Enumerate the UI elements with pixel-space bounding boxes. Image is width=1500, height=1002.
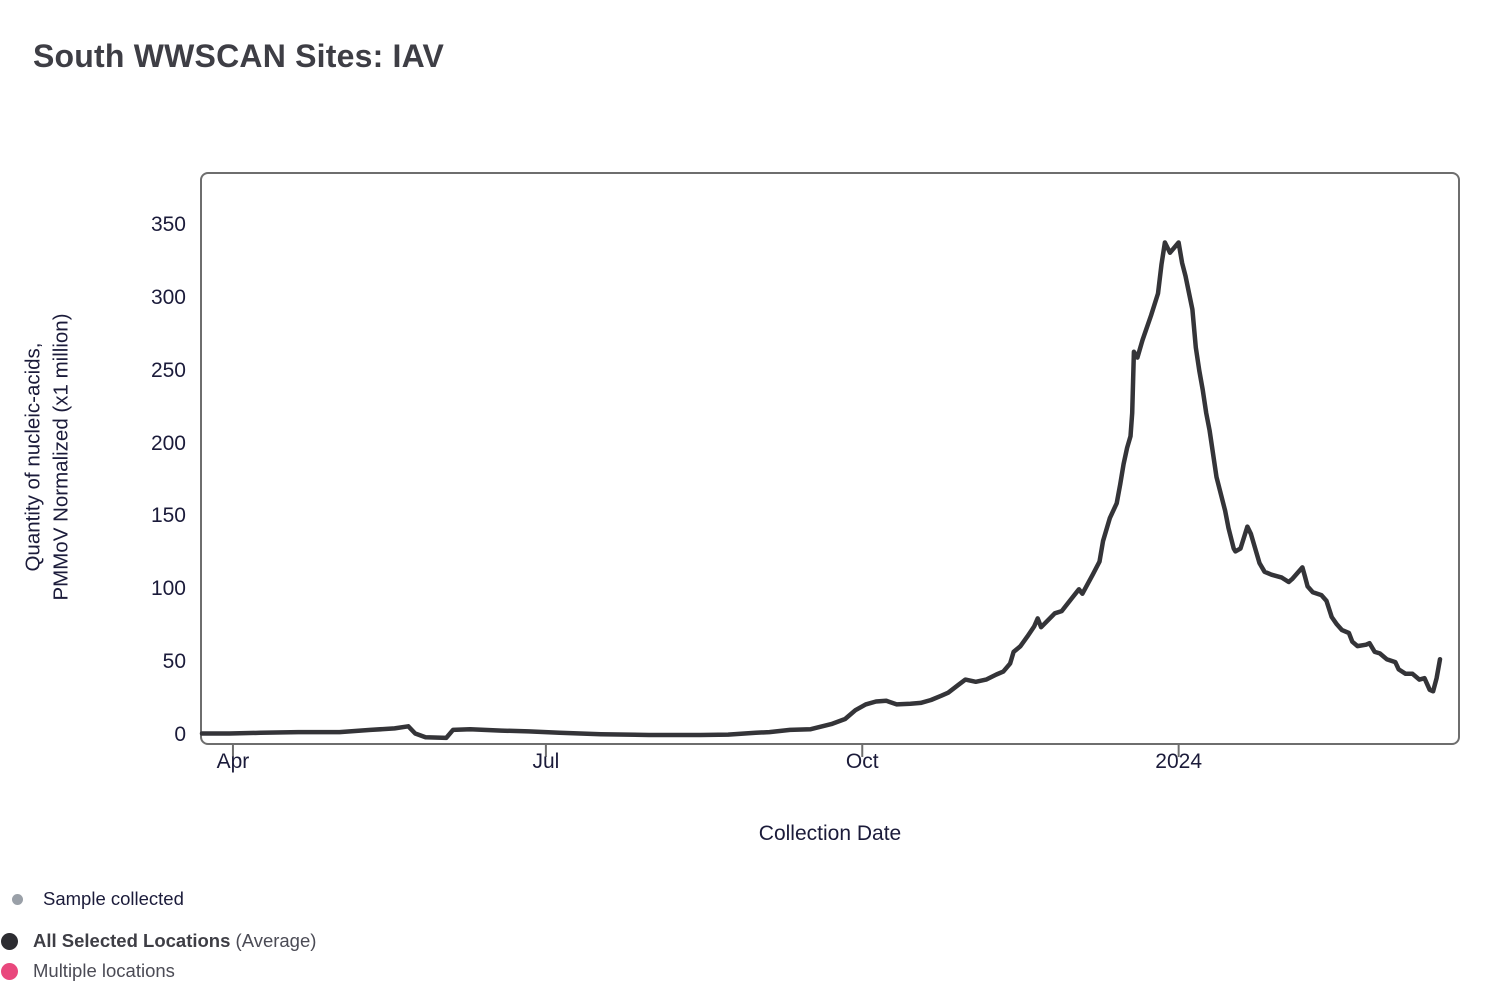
y-tick-label: 150: [150, 504, 186, 528]
x-tick-label: Apr: [216, 750, 250, 773]
sample-collected-dot-icon: [12, 893, 23, 905]
multiple-locations-dot-icon: [1, 962, 18, 980]
y-tick-label: 300: [150, 285, 186, 309]
legend-label-all-selected-name: All Selected Locations: [33, 930, 231, 951]
legend-label-multiple-locations: Multiple locations: [33, 960, 175, 981]
x-tick-label: Oct: [845, 750, 879, 773]
plot-area[interactable]: [200, 172, 1460, 745]
y-axis-title: Quantity of nucleic-acids, PMMoV Normali…: [19, 197, 74, 717]
legend-item-sample-collected: Sample collected: [12, 888, 184, 910]
y-tick-label: 250: [150, 358, 186, 382]
y-tick-label: 200: [150, 431, 186, 455]
x-tick-label: 2024: [1155, 750, 1202, 773]
y-tick-label: 50: [162, 650, 186, 674]
y-tick-label: 100: [150, 577, 186, 601]
legend-label-sample-collected: Sample collected: [43, 888, 184, 909]
legend-label-average-suffix: (Average): [235, 930, 317, 951]
x-tick-label: Jul: [532, 750, 560, 773]
x-axis-title: Collection Date: [758, 822, 902, 845]
y-axis-title-line2: PMMoV Normalized (x1 million): [49, 313, 72, 601]
legend-item-multiple-locations: Multiple locations: [1, 960, 175, 982]
page-title: South WWSCAN Sites: IAV: [33, 38, 445, 74]
legend-label-all-selected: All Selected Locations (Average): [33, 930, 316, 952]
all-locations-dot-icon: [1, 932, 18, 950]
y-tick-label: 350: [150, 213, 186, 236]
legend-item-all-selected-locations: All Selected Locations (Average): [1, 930, 316, 952]
y-tick-label: 0: [174, 723, 186, 746]
y-axis-title-line1: Quantity of nucleic-acids,: [21, 342, 45, 572]
